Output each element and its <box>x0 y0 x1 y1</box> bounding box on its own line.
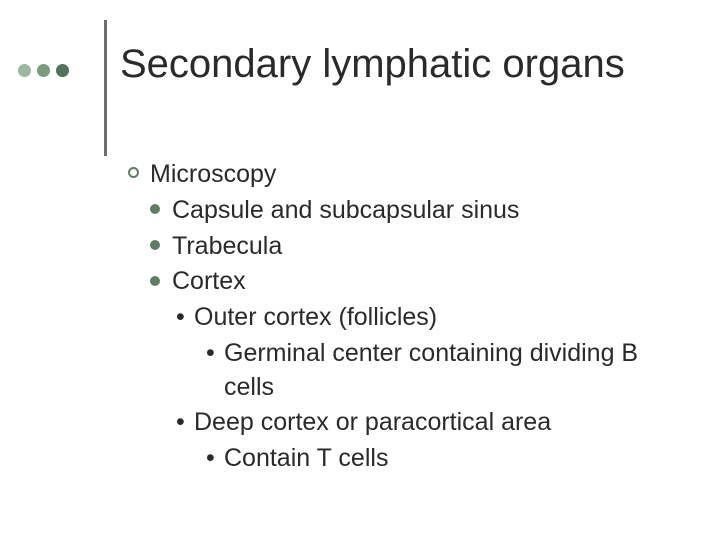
bullet-lvl2: Capsule and subcapsular sinus <box>150 194 688 228</box>
bullet-lvl3: Deep cortex or paracortical area <box>176 406 688 440</box>
accent-dot-1 <box>18 64 31 77</box>
bullet-lvl4: Contain T cells <box>206 442 688 476</box>
bullet-lvl1: Microscopy <box>128 158 688 192</box>
accent-dot-2 <box>37 64 50 77</box>
bullet-lvl4: Germinal center containing dividing B ce… <box>206 337 688 405</box>
bullet-lvl2: Trabecula <box>150 230 688 264</box>
bullet-lvl2: Cortex <box>150 265 688 299</box>
slide-body: Microscopy Capsule and subcapsular sinus… <box>128 158 688 478</box>
accent-dot-3 <box>56 64 69 77</box>
slide-title: Secondary lymphatic organs <box>120 42 625 87</box>
accent-dots <box>18 64 69 77</box>
slide: Secondary lymphatic organs Microscopy Ca… <box>0 0 720 540</box>
vertical-divider <box>104 20 107 156</box>
bullet-lvl3: Outer cortex (follicles) <box>176 301 688 335</box>
